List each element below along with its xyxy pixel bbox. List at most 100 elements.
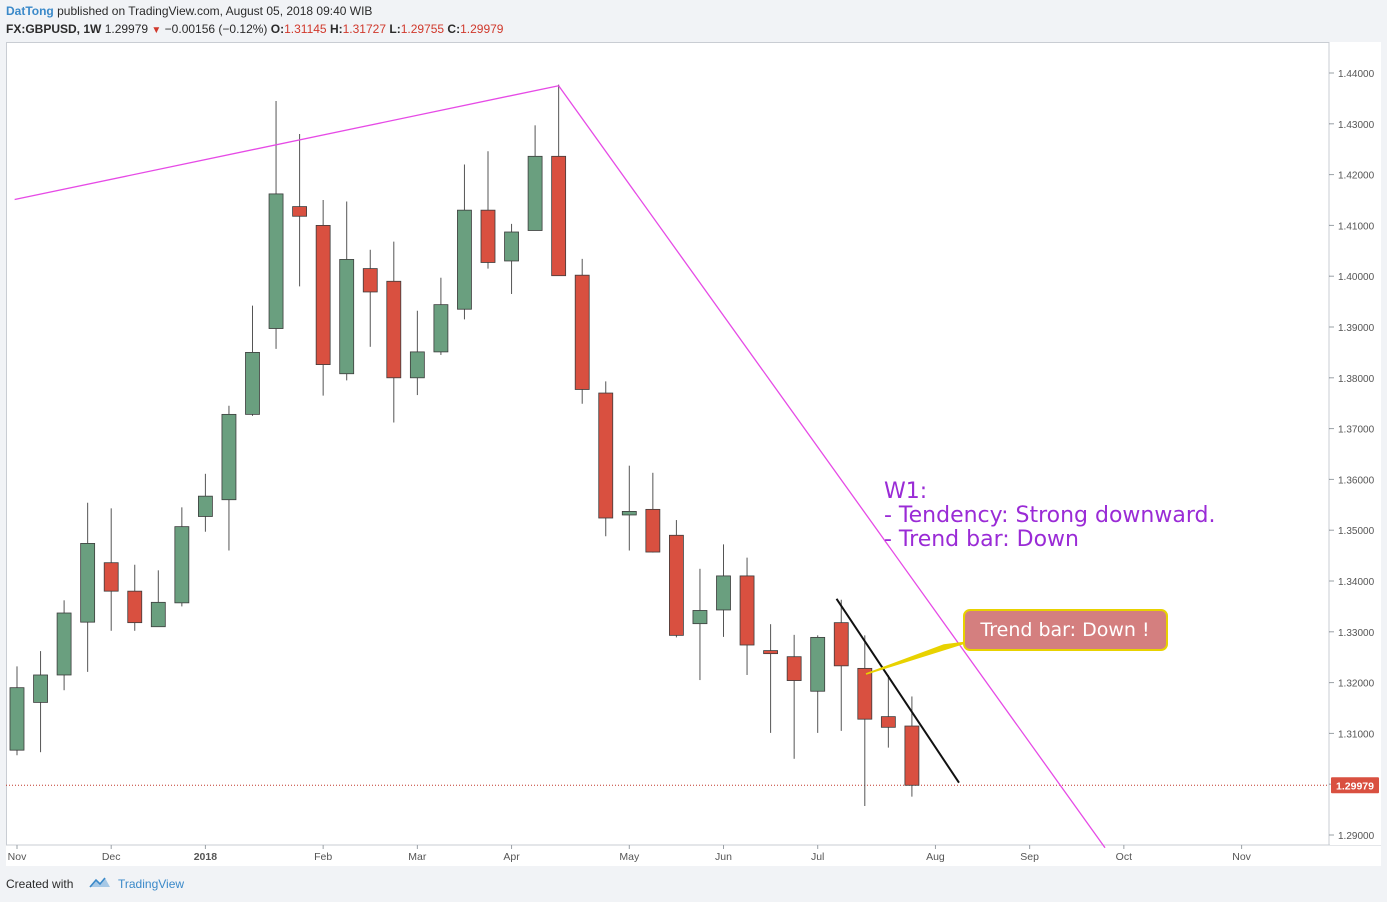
candle[interactable] bbox=[716, 544, 731, 637]
candle-body-down bbox=[904, 725, 920, 786]
publish-info: DatTong published on TradingView.com, Au… bbox=[6, 4, 372, 18]
candle-body-up bbox=[56, 612, 72, 676]
candle[interactable] bbox=[80, 502, 96, 672]
short-trendline[interactable] bbox=[835, 598, 960, 784]
candle-body-up bbox=[339, 259, 355, 375]
candle[interactable] bbox=[56, 600, 72, 691]
author-link[interactable]: DatTong bbox=[6, 4, 54, 18]
close-label: C: bbox=[447, 22, 461, 36]
candle[interactable] bbox=[33, 651, 48, 753]
candle[interactable] bbox=[127, 564, 143, 631]
candle[interactable] bbox=[9, 666, 25, 756]
candle[interactable] bbox=[245, 305, 260, 416]
candle[interactable] bbox=[598, 381, 614, 537]
y-tick-label: 1.38000 bbox=[1338, 374, 1375, 385]
candle[interactable] bbox=[221, 405, 237, 551]
candle[interactable] bbox=[457, 164, 472, 320]
candle[interactable] bbox=[197, 473, 213, 532]
candle-body-up bbox=[174, 526, 190, 604]
annotation-line: - Tendency: Strong downward. bbox=[884, 503, 1215, 528]
tradingview-logo-icon[interactable] bbox=[88, 875, 112, 891]
candle[interactable] bbox=[810, 635, 826, 733]
candle[interactable] bbox=[504, 223, 519, 294]
candle-body-up bbox=[245, 351, 260, 415]
x-tick-label: May bbox=[619, 851, 640, 863]
candle-body-up bbox=[433, 304, 449, 353]
candle-body-up bbox=[504, 231, 519, 262]
created-with-label: Created with bbox=[6, 877, 74, 891]
candle[interactable] bbox=[880, 674, 896, 748]
symbol-label: FX:GBPUSD, 1W bbox=[6, 22, 102, 36]
down-triangle-icon: ▼ bbox=[151, 25, 162, 36]
candle[interactable] bbox=[692, 568, 708, 681]
last-price-badge-bg bbox=[1331, 777, 1379, 794]
x-tick-label: Dec bbox=[102, 851, 121, 863]
candle[interactable] bbox=[763, 624, 778, 733]
candle[interactable] bbox=[857, 635, 873, 807]
y-tick-label: 1.33000 bbox=[1338, 628, 1375, 639]
chart-area[interactable]: 1.290001.300001.310001.320001.330001.340… bbox=[6, 42, 1381, 866]
callout-text: Trend bar: Down ! bbox=[979, 619, 1149, 641]
candle-body-down bbox=[103, 562, 119, 592]
x-tick-label: Mar bbox=[408, 851, 427, 863]
y-tick-label: 1.29000 bbox=[1338, 831, 1375, 842]
candle[interactable] bbox=[150, 570, 166, 628]
candle-body-up bbox=[221, 413, 237, 501]
candle[interactable] bbox=[292, 133, 308, 287]
candle-body-down bbox=[598, 392, 614, 519]
candle[interactable] bbox=[174, 507, 190, 607]
candle-body-up bbox=[409, 351, 425, 379]
annotation-line: - Trend bar: Down bbox=[884, 527, 1079, 552]
candle[interactable] bbox=[574, 258, 590, 404]
open-value: 1.31145 bbox=[284, 22, 327, 36]
candle[interactable] bbox=[268, 100, 284, 349]
callout-bubble[interactable]: Trend bar: Down ! bbox=[865, 609, 1168, 675]
candle-body-down bbox=[645, 508, 661, 553]
uptrend-line[interactable] bbox=[14, 85, 559, 201]
y-tick-label: 1.40000 bbox=[1338, 272, 1375, 283]
x-tick-label: Oct bbox=[1116, 851, 1132, 863]
x-tick-label: 2018 bbox=[194, 851, 218, 863]
plot-area[interactable] bbox=[6, 42, 1330, 846]
candle[interactable] bbox=[669, 520, 684, 638]
candle-body-up bbox=[268, 193, 284, 329]
y-tick-label: 1.42000 bbox=[1338, 171, 1375, 182]
candle-body-up bbox=[80, 543, 96, 623]
tradingview-brand-link[interactable]: TradingView bbox=[118, 877, 185, 891]
downtrend-line[interactable] bbox=[558, 85, 1106, 849]
candle-body-up bbox=[150, 601, 166, 628]
candle[interactable] bbox=[551, 84, 567, 277]
candle[interactable] bbox=[527, 125, 543, 231]
candle-body-up bbox=[527, 155, 543, 231]
y-tick-label: 1.44000 bbox=[1338, 69, 1375, 80]
candle-body-up bbox=[33, 674, 48, 703]
low-value: 1.29755 bbox=[400, 22, 445, 36]
candle[interactable] bbox=[103, 508, 119, 631]
high-value: 1.31727 bbox=[342, 22, 387, 36]
candle-body-up bbox=[197, 495, 213, 517]
candle[interactable] bbox=[386, 241, 402, 423]
footer: Created with TradingView bbox=[0, 866, 1387, 902]
candle-body-up bbox=[716, 575, 731, 611]
candle[interactable] bbox=[833, 599, 849, 731]
candle[interactable] bbox=[315, 200, 331, 396]
candle[interactable] bbox=[480, 151, 496, 269]
x-tick-label: Nov bbox=[8, 851, 27, 863]
candle[interactable] bbox=[786, 634, 802, 759]
candle-body-up bbox=[457, 209, 472, 310]
candle[interactable] bbox=[339, 201, 355, 381]
candle[interactable] bbox=[409, 310, 425, 396]
candle-body-down bbox=[786, 656, 802, 681]
candle[interactable] bbox=[621, 465, 637, 551]
published-text: published on TradingView.com, August 05,… bbox=[53, 4, 373, 18]
candle[interactable] bbox=[433, 277, 449, 355]
candle[interactable] bbox=[904, 696, 920, 797]
candle[interactable] bbox=[645, 472, 661, 553]
candle[interactable] bbox=[362, 249, 378, 347]
close-value: 1.29979 bbox=[460, 22, 504, 36]
candle-body-down bbox=[292, 206, 308, 217]
price-axis-mask bbox=[1330, 42, 1381, 845]
last-price: 1.29979 bbox=[104, 22, 149, 36]
candlestick-chart[interactable]: 1.290001.300001.310001.320001.330001.340… bbox=[6, 42, 1381, 866]
candle[interactable] bbox=[739, 557, 755, 675]
